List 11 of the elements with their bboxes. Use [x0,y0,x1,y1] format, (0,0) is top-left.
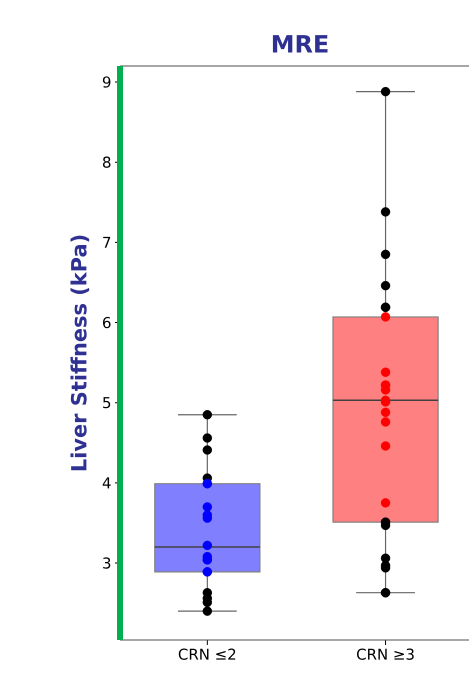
y-tick-label: 3 [103,557,110,569]
y-tick-label: 9 [102,76,110,88]
y-tick-label: 5 [103,397,110,408]
x-tick-label: CRN ≤2 [178,648,236,660]
y-tick-label: 7 [103,236,110,248]
y-axis-title: Liver Stiffness (kPa) [70,236,90,470]
y-tick-label: 8 [102,156,110,168]
chart-title: MRE [272,35,328,52]
y-tick-label: 4 [102,477,111,488]
x-tick-label: CRN ≥3 [357,648,414,660]
y-tick-label: 6 [103,316,111,328]
